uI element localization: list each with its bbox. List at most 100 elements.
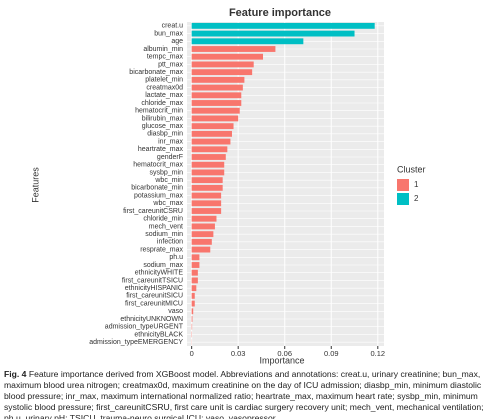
y-tick-label: tempc_max bbox=[147, 54, 184, 61]
y-tick-label: potassium_max bbox=[134, 192, 184, 199]
y-tick-label: first_careunitTSICU bbox=[122, 277, 183, 284]
y-axis-label: Features bbox=[30, 167, 40, 203]
x-axis-label: Importance bbox=[259, 355, 304, 365]
bar bbox=[191, 22, 375, 29]
y-tick-label: bun_max bbox=[154, 30, 183, 37]
y-tick-label: ptt_max bbox=[158, 61, 183, 68]
y-tick-label: ph.u bbox=[169, 254, 183, 261]
bar bbox=[191, 200, 222, 207]
bar bbox=[191, 84, 243, 91]
chart: Feature importance Importance Features C… bbox=[30, 7, 426, 365]
y-tick-label: ethnicityHISPANIC bbox=[125, 285, 183, 292]
y-tick-label: sysbp_min bbox=[150, 169, 184, 176]
y-tick-label: bicarbonate_max bbox=[129, 69, 183, 76]
bar bbox=[191, 107, 240, 114]
y-tick-label: hematocrit_min bbox=[135, 108, 183, 115]
bar bbox=[191, 262, 200, 268]
y-tick-label: first_careunitMICU bbox=[125, 300, 183, 307]
bar bbox=[191, 215, 217, 222]
y-tick-label: first_careunitCSRU bbox=[123, 208, 183, 215]
y-tick-label: ethnicityWHITE bbox=[135, 270, 184, 277]
x-tick-label: 0.12 bbox=[370, 349, 385, 358]
bar bbox=[191, 277, 198, 284]
plot-background bbox=[187, 22, 384, 346]
y-tick-label: albumin_min bbox=[143, 46, 183, 53]
bar bbox=[191, 46, 276, 52]
y-tick-label: creatmax0d bbox=[146, 84, 183, 91]
y-tick-label: infection bbox=[157, 239, 183, 246]
bar bbox=[191, 53, 264, 60]
bar bbox=[191, 154, 226, 160]
y-tick-label: resprate_max bbox=[140, 246, 183, 253]
y-tick-label: chloride_max bbox=[141, 100, 183, 107]
bar bbox=[191, 100, 242, 106]
y-tick-label: lactate_max bbox=[145, 92, 183, 99]
y-tick-label: diasbp_min bbox=[147, 131, 183, 138]
x-tick-label: 0 bbox=[190, 349, 194, 358]
y-tick-label: bicarbonate_min bbox=[131, 185, 183, 192]
bar bbox=[191, 285, 197, 292]
bar bbox=[191, 269, 198, 276]
caption-label: Fig. 4 bbox=[4, 369, 27, 379]
x-tick-label: 0.06 bbox=[277, 349, 292, 358]
bar bbox=[191, 146, 228, 153]
bar bbox=[191, 292, 195, 299]
bar bbox=[191, 38, 304, 45]
legend-swatch bbox=[397, 179, 409, 191]
y-tick-label: wbc_max bbox=[152, 200, 183, 207]
y-tick-label: vaso bbox=[168, 308, 183, 315]
y-tick-label: glucose_max bbox=[142, 123, 184, 130]
bar bbox=[191, 123, 234, 130]
bar bbox=[191, 308, 194, 315]
caption-text: Feature importance derived from XGBoost … bbox=[4, 369, 484, 419]
y-tick-label: admission_typeEMERGENCY bbox=[89, 339, 183, 346]
bar bbox=[191, 192, 222, 199]
bar bbox=[191, 76, 245, 83]
y-tick-label: first_careunitSICU bbox=[126, 293, 183, 300]
y-tick-label: age bbox=[171, 38, 183, 45]
y-tick-label: ethnicityUNKNOWN bbox=[120, 316, 183, 323]
bar bbox=[191, 169, 225, 176]
bar bbox=[191, 316, 193, 322]
x-tick-label: 0.09 bbox=[324, 349, 339, 358]
y-tick-label: sodium_max bbox=[143, 262, 183, 269]
y-tick-label: platelet_min bbox=[145, 77, 183, 84]
bar bbox=[191, 115, 239, 122]
y-tick-label: hematocrit_max bbox=[133, 162, 183, 169]
y-tick-label: sodium_min bbox=[145, 231, 183, 238]
y-tick-label: wbc_min bbox=[154, 177, 183, 184]
bar bbox=[191, 223, 215, 230]
bar bbox=[191, 208, 222, 214]
bar bbox=[191, 254, 200, 261]
bar bbox=[191, 61, 254, 68]
y-tick-label: genderF bbox=[157, 154, 183, 161]
bar bbox=[191, 300, 195, 307]
bar bbox=[191, 30, 355, 37]
bar bbox=[191, 177, 223, 184]
bar bbox=[191, 246, 211, 253]
bar bbox=[191, 161, 225, 168]
bar bbox=[191, 130, 232, 137]
y-tick-label: heartrate_max bbox=[138, 146, 184, 153]
bar bbox=[191, 231, 214, 238]
bar bbox=[191, 92, 242, 99]
bar bbox=[191, 138, 231, 145]
y-tick-label: ethnicityBLACK bbox=[134, 331, 183, 338]
y-tick-label: admission_typeURGENT bbox=[105, 324, 184, 331]
y-tick-label: chloride_min bbox=[143, 216, 183, 223]
bar bbox=[191, 69, 253, 76]
legend-title: Cluster bbox=[397, 164, 426, 174]
legend-swatch bbox=[397, 193, 409, 205]
y-tick-label: mech_vent bbox=[149, 223, 183, 230]
y-tick-label: bilirubin_max bbox=[142, 115, 184, 122]
chart-title: Feature importance bbox=[229, 7, 331, 19]
bar bbox=[191, 238, 212, 245]
y-tick-label: creat.u bbox=[162, 23, 184, 30]
legend-label: 2 bbox=[414, 194, 419, 203]
y-tick-label: inr_max bbox=[158, 138, 183, 145]
x-tick-label: 0.03 bbox=[231, 349, 246, 358]
caption: Fig. 4 Feature importance derived from X… bbox=[4, 369, 496, 419]
bar bbox=[191, 184, 223, 191]
legend-label: 1 bbox=[414, 180, 419, 189]
